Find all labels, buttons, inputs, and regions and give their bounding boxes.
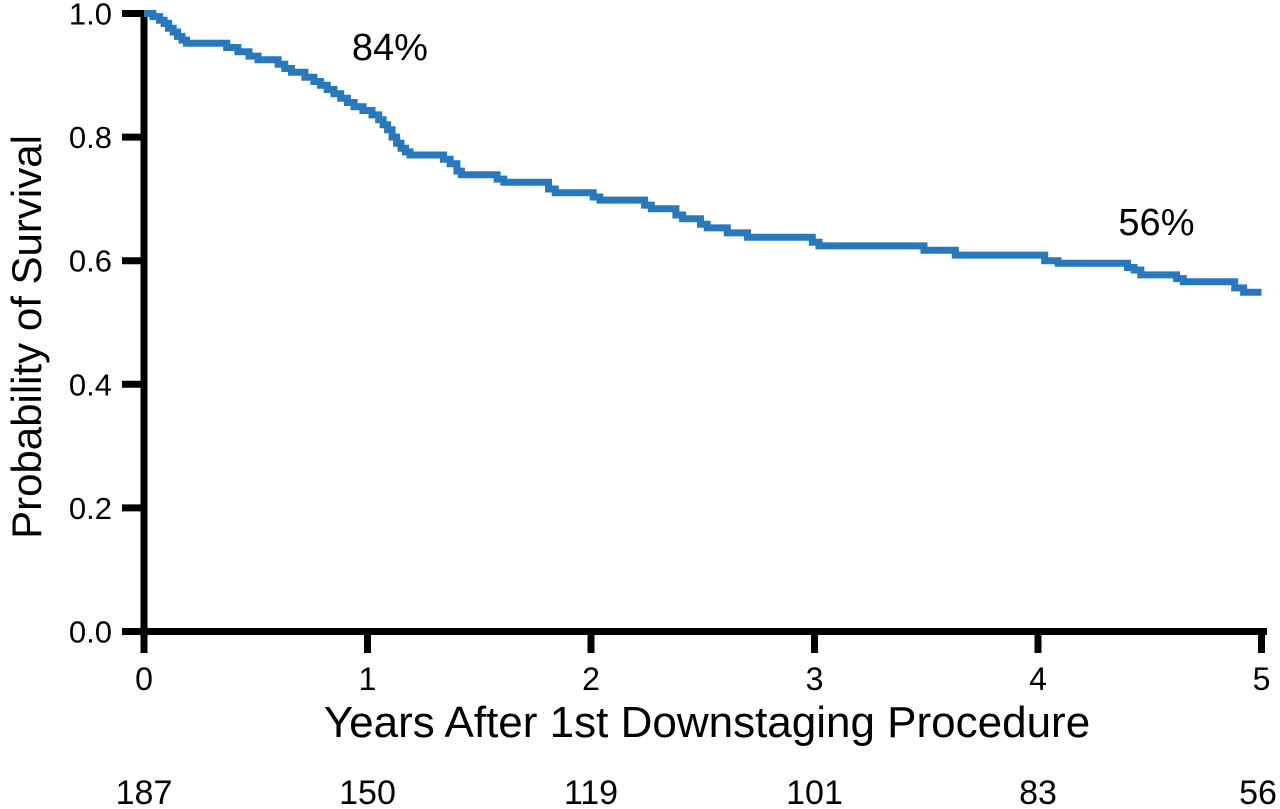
at-risk-count: 150	[339, 774, 396, 809]
at-risk-count: 101	[786, 774, 843, 809]
x-tick-label: 1	[359, 661, 377, 697]
x-tick-label: 0	[135, 661, 153, 697]
y-tick-label: 0.2	[69, 491, 112, 526]
x-axis-title: Years After 1st Downstaging Procedure	[324, 698, 1090, 747]
y-tick-label: 0.8	[69, 120, 112, 155]
x-tick-label: 3	[806, 661, 824, 697]
survival-curve-group	[144, 10, 1262, 296]
y-axis-title: Probability of Survival	[3, 135, 50, 539]
survival-curve	[144, 10, 1262, 296]
y-tick-label: 1.0	[69, 0, 112, 32]
at-risk-row: 187 150 119 101 83 56	[116, 774, 1277, 809]
y-tick-label: 0.0	[69, 615, 112, 650]
y-tick-label: 0.4	[69, 367, 112, 402]
at-risk-count: 83	[1019, 774, 1057, 809]
annotation-1yr-survival: 84%	[352, 27, 428, 69]
axes	[140, 10, 1267, 635]
annotation-5yr-survival: 56%	[1118, 202, 1194, 244]
x-tick-label: 5	[1253, 661, 1271, 697]
at-risk-count: 187	[116, 774, 173, 809]
axis-ticks: 0.0 0.2 0.4 0.6 0.8 1.0 0 1 2 3 4 5	[69, 0, 1271, 697]
x-tick-label: 2	[582, 661, 600, 697]
at-risk-count: 119	[564, 774, 618, 809]
y-tick-label: 0.6	[69, 244, 112, 279]
x-tick-label: 4	[1029, 661, 1047, 697]
at-risk-count: 56	[1239, 774, 1277, 809]
